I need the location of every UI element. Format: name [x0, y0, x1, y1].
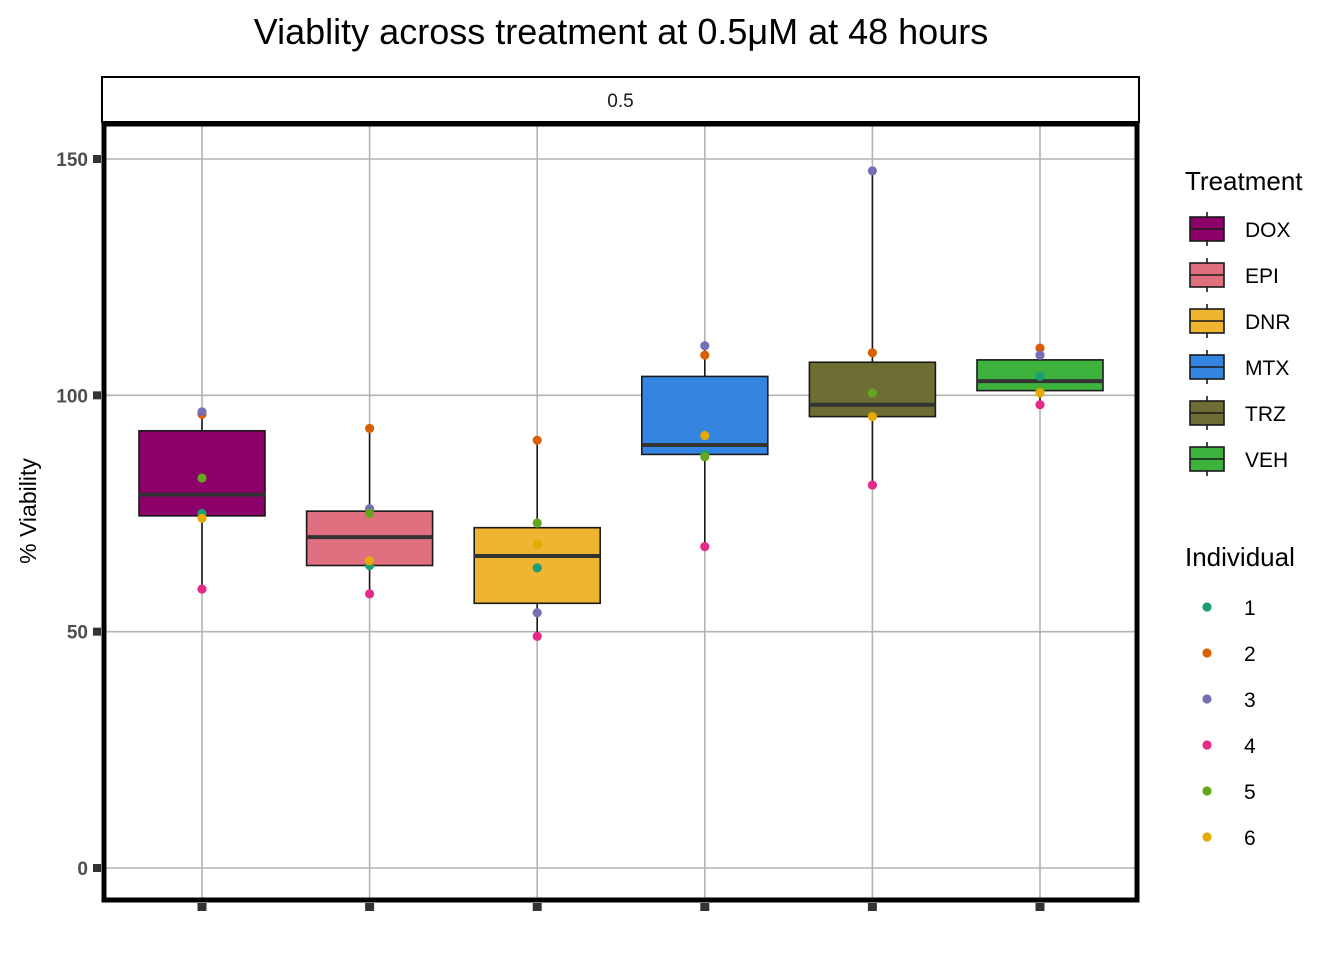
legend-point-6 [1202, 832, 1212, 842]
treatment-legend: DOX EPI DNR MTX TRZ VEH [1189, 212, 1291, 476]
chart-title: Viablity across treatment at 0.5μM at 48… [254, 11, 988, 52]
legend-label-individual-2: 2 [1244, 643, 1256, 666]
legend-label-dox: DOX [1245, 219, 1291, 242]
data-point [532, 539, 542, 549]
data-point [365, 423, 375, 434]
plot-panel-border [101, 121, 1140, 903]
x-tick-mark [365, 903, 375, 911]
y-tick-mark [93, 155, 101, 163]
legend-label-individual-4: 4 [1244, 735, 1256, 758]
x-tick-mark [700, 903, 710, 911]
legend-point-3 [1202, 694, 1212, 704]
data-point [700, 541, 710, 552]
data-point [867, 348, 878, 358]
data-point [700, 430, 710, 441]
y-tick-label: 100 [56, 386, 88, 407]
data-point [365, 589, 375, 599]
legend-label-trz: TRZ [1245, 403, 1286, 426]
data-point [867, 480, 878, 490]
data-point [1035, 371, 1045, 382]
box-trz [808, 361, 937, 418]
legend-point-4 [1202, 740, 1212, 750]
data-point [1035, 388, 1045, 398]
x-tick-mark [1035, 903, 1045, 911]
data-point [197, 407, 207, 417]
x-tick-mark [532, 903, 542, 911]
data-point [700, 452, 710, 462]
data-point [1035, 343, 1045, 353]
data-point [867, 388, 878, 398]
box-mtx [640, 375, 769, 456]
y-tick-label: 50 [67, 623, 88, 644]
data-point [867, 412, 878, 422]
y-tick-mark [93, 627, 101, 636]
data-point [700, 350, 710, 360]
y-tick-label: 0 [77, 859, 88, 880]
legend-label-mtx: MTX [1245, 357, 1289, 380]
data-points [197, 166, 1045, 641]
legend-label-individual-1: 1 [1244, 597, 1256, 620]
data-point [700, 341, 710, 351]
data-point [1035, 350, 1045, 360]
data-point [197, 473, 207, 483]
data-point [365, 508, 375, 519]
y-tick-mark [93, 864, 101, 872]
axes: 0 50 100 150 [56, 150, 1045, 911]
data-point [532, 631, 542, 641]
data-point [197, 584, 207, 594]
data-point [197, 513, 207, 523]
data-point [532, 518, 542, 528]
individual-legend: 1 2 3 4 5 6 [1202, 597, 1256, 850]
facet-strip [101, 76, 1140, 123]
legend-label-individual-6: 6 [1244, 827, 1256, 850]
treatment-legend-title: Treatment [1185, 166, 1303, 196]
x-tick-mark [197, 903, 207, 911]
y-axis-title: % Viability [15, 458, 41, 564]
data-point [365, 556, 375, 566]
legend-label-individual-3: 3 [1244, 689, 1256, 712]
data-point [1035, 400, 1045, 410]
legend-label-individual-5: 5 [1244, 781, 1256, 804]
data-point [532, 563, 542, 573]
legend-point-5 [1202, 786, 1212, 796]
legend-label-veh: VEH [1245, 449, 1288, 472]
y-tick-label: 150 [56, 150, 88, 171]
x-tick-mark [867, 903, 877, 911]
box-dox [138, 429, 266, 517]
legend-label-epi: EPI [1245, 265, 1279, 288]
facet-strip-label: 0.5 [607, 91, 633, 112]
legend-label-dnr: DNR [1245, 311, 1291, 334]
box-plots [138, 170, 1104, 637]
y-tick-mark [93, 391, 101, 400]
data-point [867, 166, 878, 176]
individual-legend-title: Individual [1185, 542, 1295, 572]
data-point [532, 608, 542, 618]
legend-point-1 [1202, 602, 1212, 612]
data-point [532, 435, 542, 445]
legend-point-2 [1202, 648, 1212, 658]
